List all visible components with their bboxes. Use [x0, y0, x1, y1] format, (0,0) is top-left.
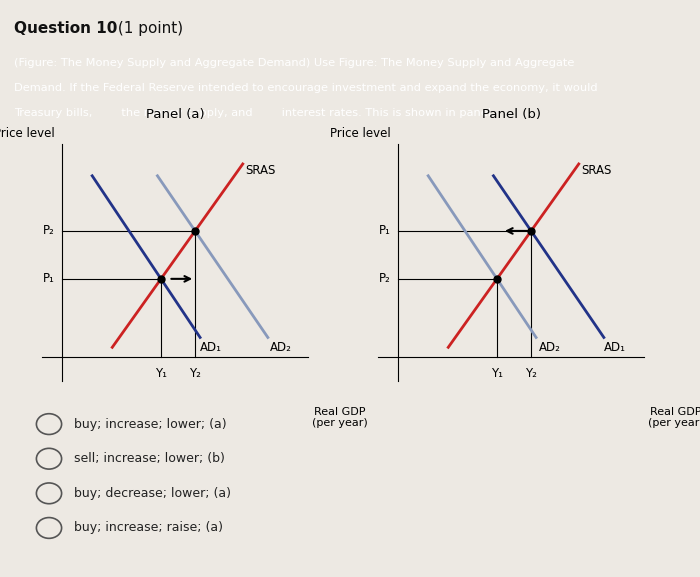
Text: P₂: P₂ [379, 272, 391, 286]
Text: P₂: P₂ [43, 224, 55, 237]
Text: AD₁: AD₁ [200, 342, 222, 354]
Text: Real GDP
(per year): Real GDP (per year) [648, 407, 700, 429]
Text: Price level: Price level [330, 126, 391, 140]
Text: (Figure: The Money Supply and Aggregate Demand) Use Figure: The Money Supply and: (Figure: The Money Supply and Aggregate … [14, 58, 574, 68]
Text: Price level: Price level [0, 126, 55, 140]
Text: SRAS: SRAS [245, 164, 276, 177]
Text: Treasury bills,        the money supply, and        interest rates. This is show: Treasury bills, the money supply, and in… [14, 108, 491, 118]
Text: buy; decrease; lower; (a): buy; decrease; lower; (a) [74, 487, 230, 500]
Text: buy; increase; raise; (a): buy; increase; raise; (a) [74, 522, 223, 534]
Text: Y₁: Y₁ [155, 367, 167, 380]
Text: Y₂: Y₂ [189, 367, 201, 380]
Text: Y₂: Y₂ [525, 367, 537, 380]
Text: P₁: P₁ [379, 224, 391, 237]
Text: Real GDP
(per year): Real GDP (per year) [312, 407, 368, 429]
Text: sell; increase; lower; (b): sell; increase; lower; (b) [74, 452, 225, 465]
Text: Panel (a): Panel (a) [146, 107, 204, 121]
Text: buy; increase; lower; (a): buy; increase; lower; (a) [74, 418, 226, 430]
Text: Question 10: Question 10 [14, 21, 117, 36]
Text: AD₂: AD₂ [270, 342, 292, 354]
Text: AD₁: AD₁ [604, 342, 626, 354]
Text: Y₁: Y₁ [491, 367, 503, 380]
Text: SRAS: SRAS [581, 164, 612, 177]
Text: Panel (b): Panel (b) [482, 107, 540, 121]
Text: P₁: P₁ [43, 272, 55, 286]
Text: AD₂: AD₂ [538, 342, 561, 354]
Text: (1 point): (1 point) [113, 21, 183, 36]
Text: Demand. If the Federal Reserve intended to encourage investment and expand the e: Demand. If the Federal Reserve intended … [14, 83, 597, 93]
